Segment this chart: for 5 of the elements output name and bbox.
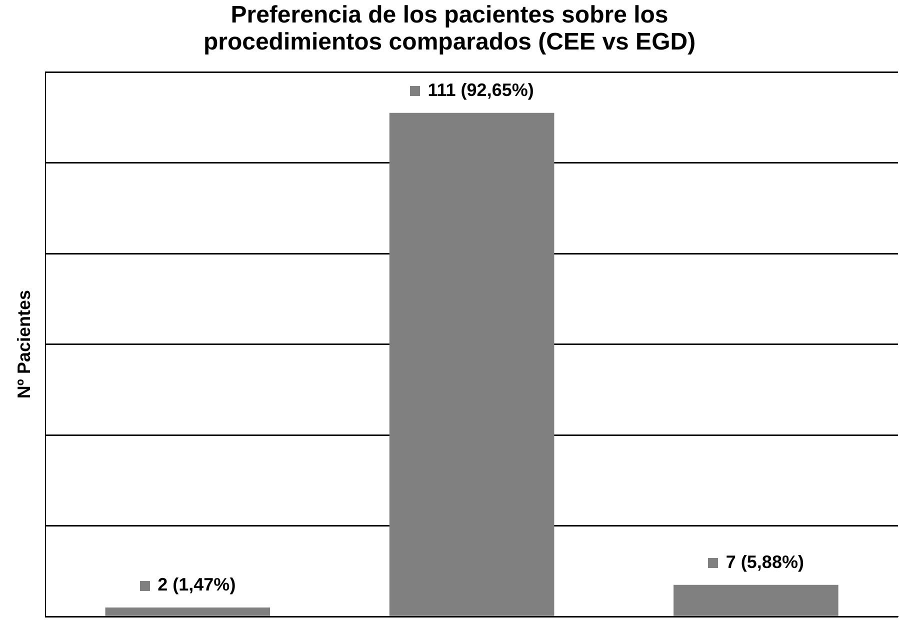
data-label: 111 (92,65%) bbox=[428, 80, 534, 100]
y-axis-title: Nº Pacientes bbox=[14, 290, 34, 399]
data-label: 7 (5,88%) bbox=[726, 552, 804, 572]
data-label: 2 (1,47%) bbox=[158, 574, 236, 594]
chart-title: Preferencia de los pacientes sobre los procedimientos comparados (CEE vs EGD) bbox=[203, 2, 696, 56]
